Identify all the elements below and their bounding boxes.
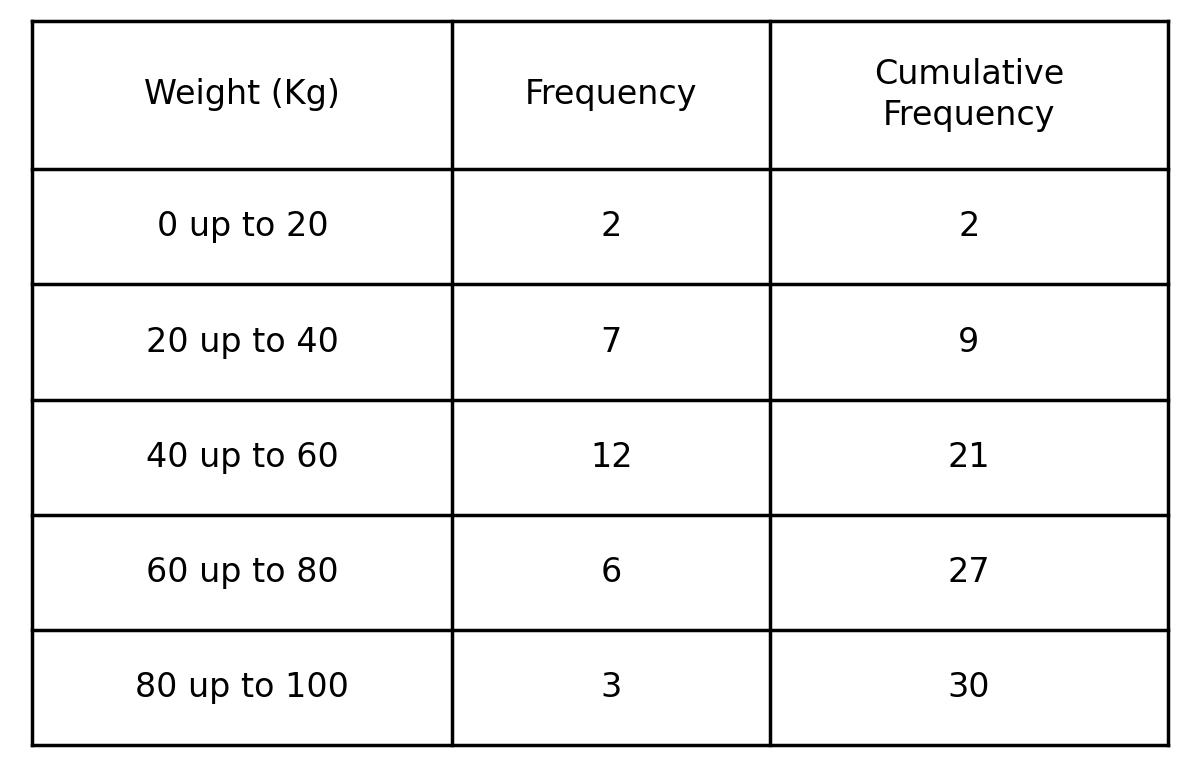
Text: Cumulative
Frequency: Cumulative Frequency	[874, 58, 1064, 132]
Text: Frequency: Frequency	[526, 78, 697, 112]
Text: 20 up to 40: 20 up to 40	[146, 326, 338, 358]
Text: 40 up to 60: 40 up to 60	[146, 440, 338, 474]
Text: 9: 9	[959, 326, 979, 358]
Text: 30: 30	[948, 671, 990, 704]
Text: 2: 2	[959, 211, 979, 244]
Text: 7: 7	[601, 326, 622, 358]
Text: 0 up to 20: 0 up to 20	[156, 211, 329, 244]
Text: 27: 27	[948, 556, 990, 589]
Text: 6: 6	[601, 556, 622, 589]
Text: 60 up to 80: 60 up to 80	[146, 556, 338, 589]
Text: 2: 2	[601, 211, 622, 244]
Text: 12: 12	[590, 440, 632, 474]
Text: Weight (Kg): Weight (Kg)	[144, 78, 341, 112]
Text: 21: 21	[948, 440, 990, 474]
Text: 80 up to 100: 80 up to 100	[136, 671, 349, 704]
Text: 3: 3	[601, 671, 622, 704]
